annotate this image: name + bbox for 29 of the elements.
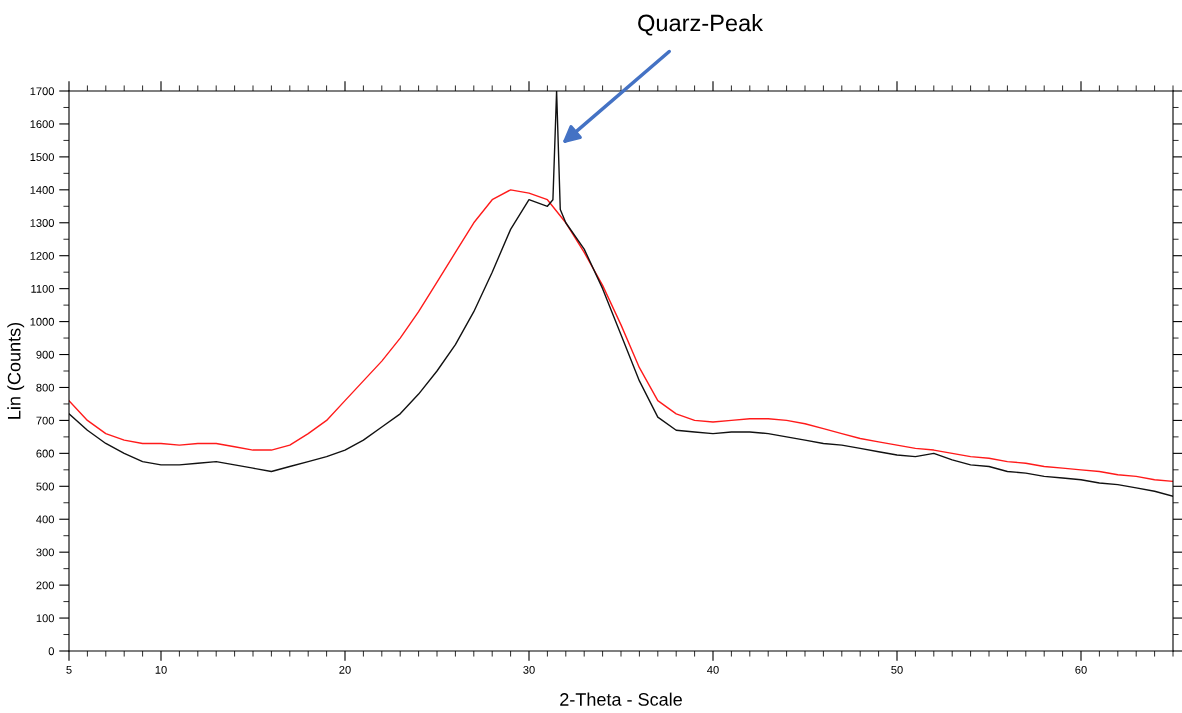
- x-tick-label: 40: [707, 665, 719, 674]
- x-tick-label: 10: [155, 665, 167, 674]
- annotation: Quarz-Peak: [638, 14, 764, 36]
- x-tick-label: 5: [66, 665, 72, 674]
- x-tick-label: 60: [1075, 665, 1087, 674]
- y-tick-label: 600: [36, 449, 54, 458]
- y-tick-label: 1600: [30, 120, 54, 129]
- y-tick-label: 1400: [30, 186, 54, 194]
- y-tick-label: 1700: [30, 87, 54, 96]
- y-tick-label: 200: [36, 581, 54, 590]
- y-tick-label: 700: [36, 416, 54, 425]
- y-tick-label: 1300: [30, 219, 54, 227]
- x-axis-title: 2-Theta - Scale: [560, 692, 682, 706]
- y-tick-label: 1100: [31, 284, 54, 293]
- y-tick-label: 900: [36, 350, 54, 359]
- x-tick-label: 30: [523, 665, 535, 674]
- y-tick-label: 300: [36, 548, 54, 557]
- y-tick-label: 800: [36, 383, 54, 392]
- y-tick-label: 1200: [30, 251, 54, 260]
- y-tick-label: 1500: [30, 153, 54, 162]
- y-tick-label: 500: [36, 482, 54, 491]
- y-tick-label: 1000: [30, 317, 54, 326]
- x-tick-label: 20: [339, 665, 351, 674]
- line-series: [69, 189, 1173, 483]
- y-tick-label: 400: [36, 515, 54, 524]
- y-tick-label: 0: [48, 647, 54, 656]
- x-tick-label: 50: [891, 665, 903, 674]
- y-tick-label: 100: [36, 614, 54, 623]
- y-axis-title: Lin (Counts): [7, 322, 25, 419]
